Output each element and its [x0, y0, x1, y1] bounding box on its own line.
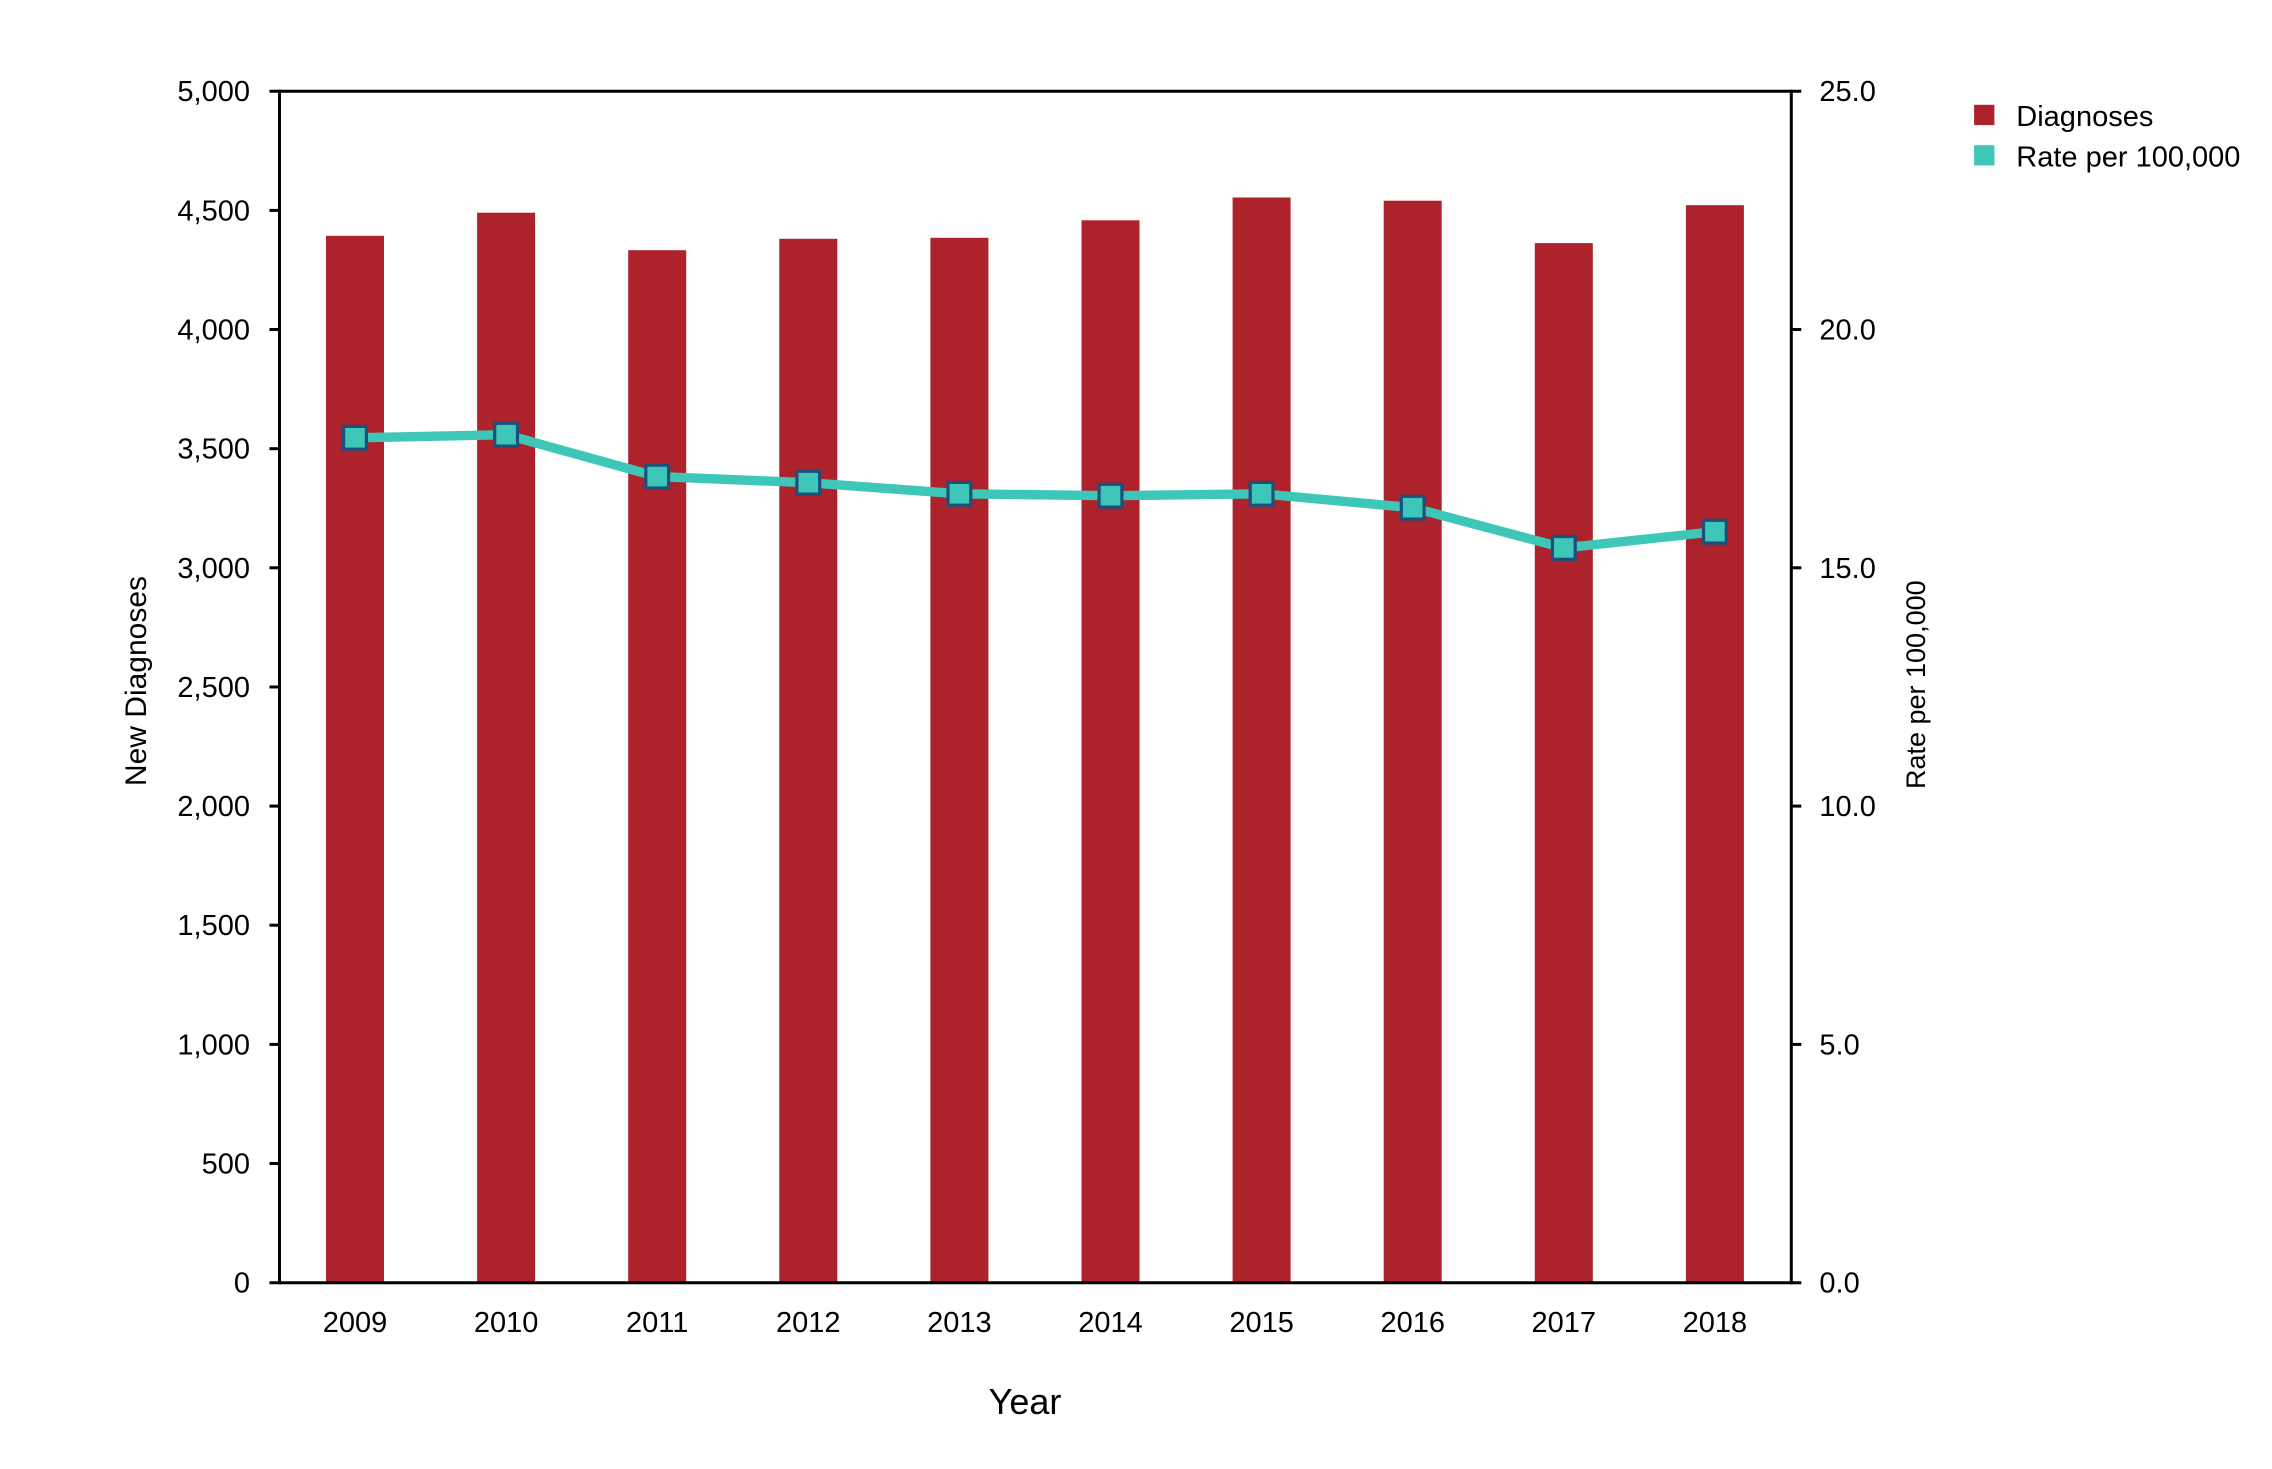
svg-text:New Diagnoses: New Diagnoses: [120, 576, 153, 786]
svg-text:2014: 2014: [1078, 1307, 1143, 1339]
svg-text:Year: Year: [989, 1381, 1062, 1422]
svg-text:2018: 2018: [1683, 1307, 1748, 1339]
svg-text:5.0: 5.0: [1819, 1029, 1859, 1061]
svg-text:20.0: 20.0: [1819, 315, 1875, 347]
svg-text:Rate per 100,000: Rate per 100,000: [2016, 141, 2240, 173]
svg-text:2,500: 2,500: [177, 672, 250, 704]
svg-text:2009: 2009: [323, 1307, 388, 1339]
svg-text:10.0: 10.0: [1819, 791, 1875, 823]
svg-text:4,500: 4,500: [177, 195, 250, 227]
svg-text:15.0: 15.0: [1819, 553, 1875, 585]
svg-text:5,000: 5,000: [177, 76, 250, 108]
svg-text:3,500: 3,500: [177, 434, 250, 466]
svg-text:1,500: 1,500: [177, 910, 250, 942]
svg-text:Diagnoses: Diagnoses: [2016, 101, 2153, 133]
svg-text:2010: 2010: [474, 1307, 539, 1339]
svg-text:2012: 2012: [776, 1307, 841, 1339]
svg-text:0.0: 0.0: [1819, 1268, 1859, 1300]
svg-text:2,000: 2,000: [177, 791, 250, 823]
svg-text:500: 500: [202, 1149, 250, 1181]
svg-text:2013: 2013: [927, 1307, 992, 1339]
svg-text:Rate per 100,000: Rate per 100,000: [1901, 580, 1931, 789]
svg-text:1,000: 1,000: [177, 1029, 250, 1061]
svg-text:3,000: 3,000: [177, 553, 250, 585]
svg-text:2016: 2016: [1380, 1307, 1445, 1339]
svg-text:2015: 2015: [1229, 1307, 1294, 1339]
svg-text:2017: 2017: [1532, 1307, 1597, 1339]
svg-text:25.0: 25.0: [1819, 76, 1875, 108]
svg-text:4,000: 4,000: [177, 315, 250, 347]
svg-text:0: 0: [234, 1268, 250, 1300]
svg-text:2011: 2011: [626, 1307, 688, 1339]
